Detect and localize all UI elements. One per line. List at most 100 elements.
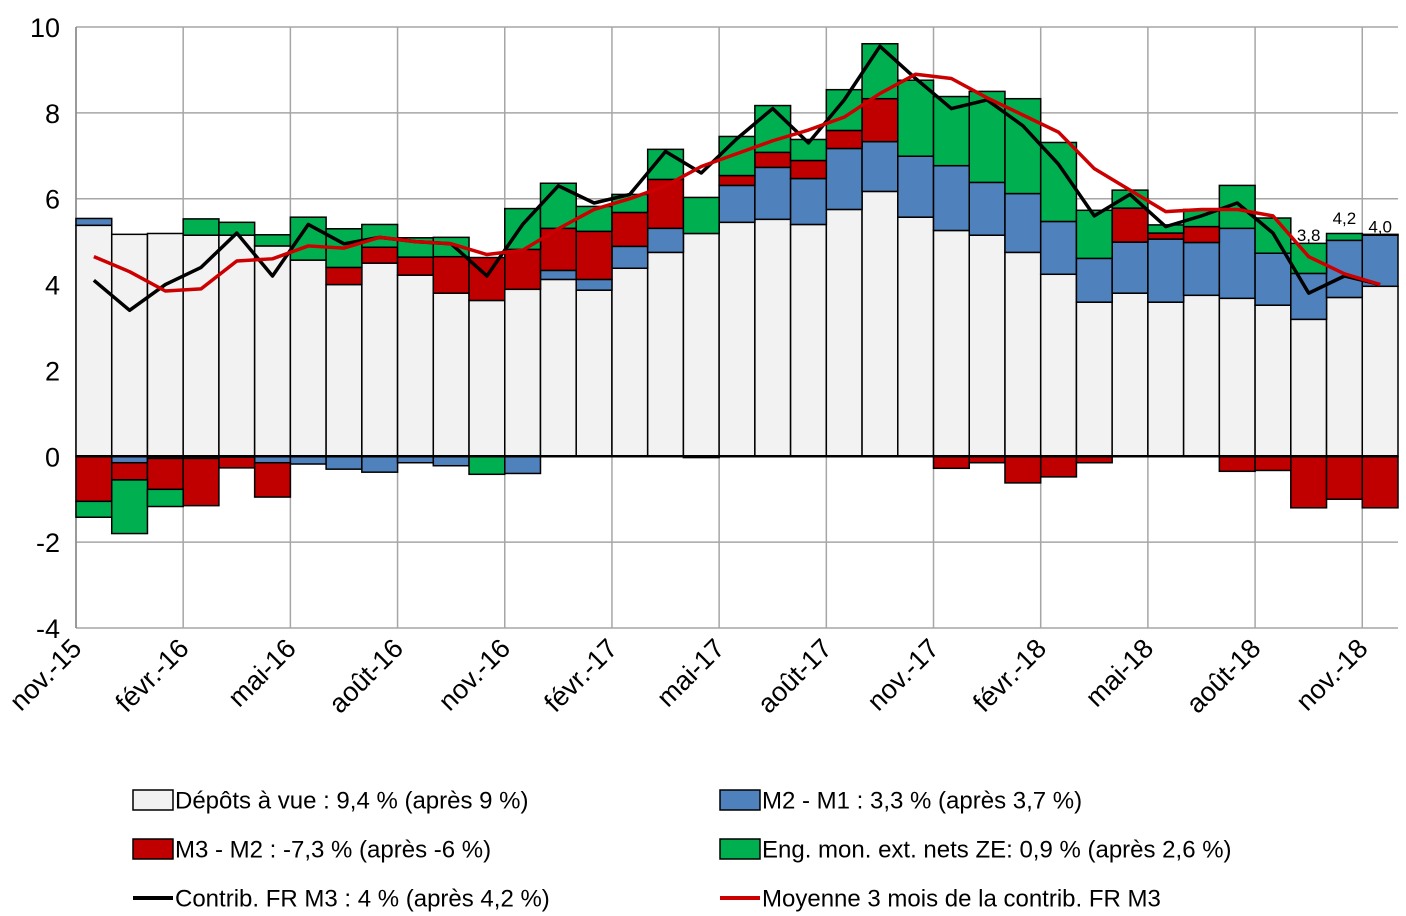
bar-segment [539, 278, 577, 458]
bar-segment [789, 138, 828, 162]
bar-segment [1218, 227, 1256, 300]
bar-segment [1147, 232, 1185, 240]
legend-swatch [132, 789, 174, 811]
bar-segment [1254, 252, 1292, 306]
x-tick-label: févr.-18 [967, 633, 1052, 718]
bar-segment [504, 248, 542, 291]
bar-segment [1325, 455, 1364, 500]
bar-segment [718, 174, 756, 187]
y-tick-label: -4 [36, 614, 60, 644]
x-tick-label: mai-17 [651, 633, 731, 713]
bar-segment [182, 457, 220, 507]
x-tick-label: févr.-17 [538, 633, 623, 718]
bar-segment [218, 456, 256, 469]
x-tick-label: août-16 [323, 633, 409, 719]
bar-segment [110, 479, 149, 535]
legend-label: Contrib. FR M3 : 4 % (après 4,2 %) [175, 885, 550, 912]
y-tick-label: 2 [45, 356, 60, 386]
bar-segment [468, 299, 506, 458]
line-series [92, 44, 1381, 313]
bar-segment [289, 259, 327, 458]
bar-segment [1039, 455, 1078, 478]
x-tick-label: févr.-16 [110, 633, 195, 718]
legend-swatch [132, 838, 174, 860]
x-tick-label: août-18 [1181, 633, 1267, 719]
bar-segment [575, 278, 613, 291]
bar-segment [504, 455, 542, 475]
bar-segment [1361, 233, 1399, 236]
legend-label: M3 - M2 : -7,3 % (après -6 %) [175, 836, 491, 863]
bar-segment [1075, 301, 1113, 458]
bar-segment [897, 216, 935, 458]
bar-segment [825, 208, 863, 458]
bar-segment [968, 181, 1006, 236]
bar-segment [861, 140, 899, 193]
bar-segment [611, 211, 649, 248]
bar-segment [1004, 97, 1042, 195]
bar-segment [1361, 285, 1399, 458]
bar-segment [754, 218, 792, 458]
bar-segment [646, 251, 685, 458]
bar-segment [361, 246, 399, 264]
bar-segment [432, 255, 470, 294]
data-label: 3,8 [1297, 226, 1321, 245]
bar-segment [1361, 234, 1399, 288]
bar-segment [1325, 296, 1364, 458]
bar-segment [718, 184, 756, 224]
x-tick-label: nov.-16 [433, 633, 516, 716]
bar-segment [1254, 304, 1292, 458]
bar-segment [932, 164, 970, 232]
legend-swatch [719, 838, 761, 860]
bar-segment [253, 461, 292, 498]
bar-segment [932, 455, 970, 470]
bar-segment [325, 283, 363, 458]
bar-segment [146, 488, 184, 508]
bar-segment [932, 229, 970, 458]
y-tick-label: 6 [45, 185, 60, 215]
bar-segment [825, 129, 863, 150]
bar-segment [539, 269, 577, 281]
bar-segment [1039, 273, 1078, 458]
y-tick-label: 4 [45, 271, 60, 301]
y-tick-label: -2 [36, 528, 60, 558]
bar-segment [825, 147, 863, 211]
x-tick-label: nov.-15 [4, 633, 87, 716]
bar-segment [432, 292, 470, 458]
bar-segment [1147, 238, 1185, 303]
bar-segment [1111, 241, 1149, 294]
bar-segment [396, 256, 435, 276]
x-tick-label: nov.-18 [1290, 633, 1373, 716]
bar-segment [468, 455, 506, 476]
bar-segment [1290, 318, 1328, 458]
bar-segment [1290, 272, 1328, 321]
bar-segment [146, 232, 184, 458]
bar-segment [754, 166, 792, 221]
bar-segment [1004, 192, 1042, 254]
bar-segment [1325, 232, 1364, 242]
x-tick-label: mai-16 [222, 633, 302, 713]
legend-label: M2 - M1 : 3,3 % (après 3,7 %) [762, 787, 1082, 814]
bar-segment [789, 159, 828, 180]
bar-segment [718, 221, 756, 458]
bar-segment [1111, 207, 1149, 243]
bar-segment [1218, 297, 1256, 458]
bar-segment [789, 177, 828, 226]
bar-segment [861, 42, 899, 100]
x-tick-label: nov.-17 [861, 633, 944, 716]
bar-segment [1039, 220, 1078, 276]
bar-segment [1111, 292, 1149, 458]
bar-segment [611, 245, 649, 270]
bar-segment [575, 289, 613, 458]
bar-segment [1182, 241, 1221, 297]
bar-segment [75, 500, 113, 518]
y-tick-label: 0 [45, 442, 60, 472]
bar-segment [361, 262, 399, 458]
bar-segment [897, 79, 935, 157]
bar-segment [110, 461, 149, 481]
x-tick-label: mai-18 [1080, 633, 1160, 713]
bar-segment [218, 234, 256, 458]
bar-segment [682, 232, 720, 458]
bar-segment [1075, 257, 1113, 303]
bar-segment [1004, 251, 1042, 458]
